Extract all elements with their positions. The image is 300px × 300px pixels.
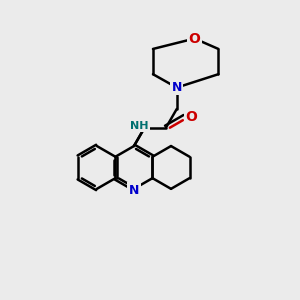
Text: N: N	[129, 184, 139, 197]
Text: O: O	[189, 32, 200, 46]
Text: O: O	[185, 110, 197, 124]
Text: N: N	[172, 81, 182, 94]
Text: NH: NH	[130, 121, 148, 131]
